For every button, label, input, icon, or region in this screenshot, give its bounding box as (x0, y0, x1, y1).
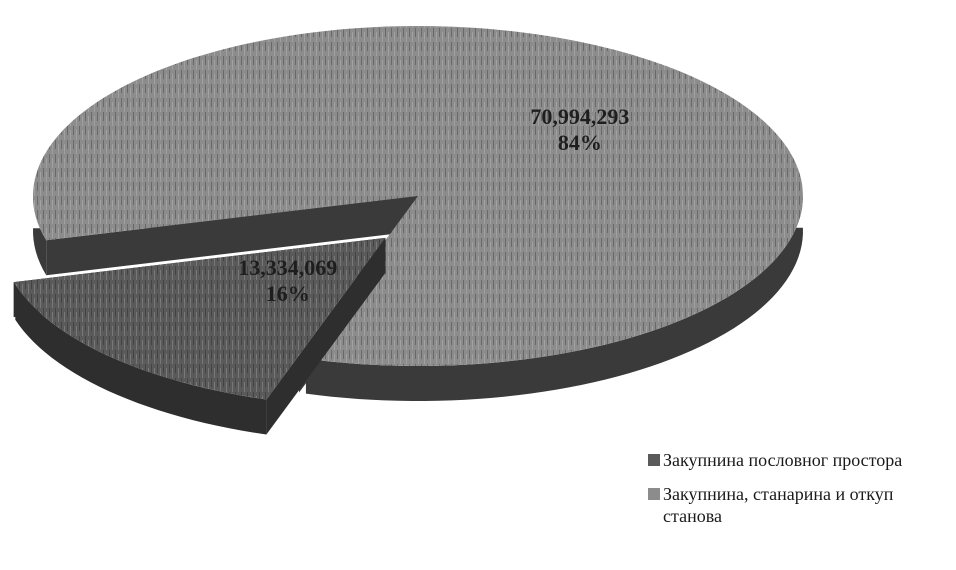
pie-slice-rim-business-space (15, 284, 267, 435)
legend-item-housing-rent: Закупнина, станарина и откуп станова (648, 483, 953, 527)
slice-percent-label-housing-rent: 84% (558, 130, 602, 155)
legend-label-business-space: Закупнина пословног простора (663, 450, 903, 470)
slice-value-label-business-space: 13,334,069 (238, 255, 337, 280)
pie-slice-texture-housing-rent (32, 25, 803, 366)
legend: Закупнина пословног простора Закупнина, … (648, 449, 953, 539)
pie-slice-side-start-business-space (266, 237, 386, 435)
legend-item-business-space: Закупнина пословног простора (648, 449, 953, 471)
legend-swatch-business-space (648, 454, 660, 466)
slice-value-label-housing-rent: 70,994,293 (530, 104, 629, 129)
slice-percent-label-business-space: 16% (266, 281, 310, 306)
pie-slice-texture-business-space (13, 237, 386, 400)
legend-label-housing-rent: Закупнина, станарина и откуп станова (663, 484, 894, 526)
legend-swatch-housing-rent (648, 488, 660, 500)
pie-slice-rim-housing-rent (33, 192, 803, 401)
